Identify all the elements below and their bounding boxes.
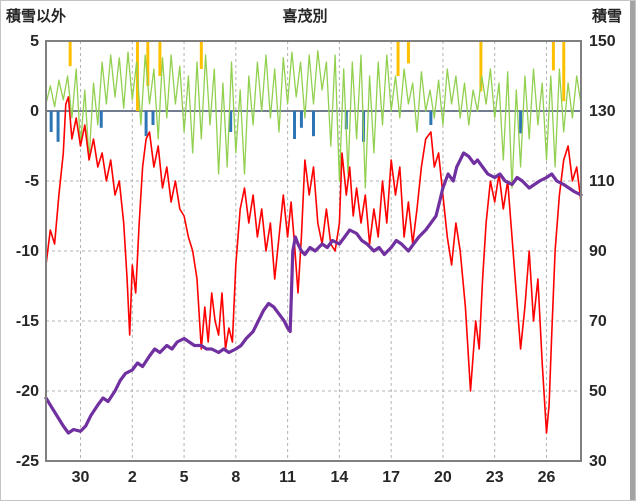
right-tick-label: 110 [589, 173, 615, 190]
green-oscillation-line [45, 50, 582, 189]
purple-snow-depth-line [44, 151, 583, 435]
right-axis-title: 積雪 [591, 8, 622, 25]
right-tick-label: 70 [589, 313, 607, 330]
left-tick-label: 0 [30, 103, 39, 120]
left-axis-title: 積雪以外 [6, 8, 67, 25]
left-tick-label: -15 [16, 313, 39, 330]
right-tick-label: 150 [589, 33, 616, 50]
right-tick-label: 130 [589, 103, 616, 120]
x-tick-label: 2 [128, 469, 137, 486]
x-tick-label: 17 [382, 469, 400, 486]
left-tick-label: -10 [16, 243, 39, 260]
left-tick-label: -25 [16, 453, 39, 470]
left-tick-label: 5 [30, 33, 39, 50]
right-tick-label: 50 [589, 383, 607, 400]
x-tick-label: 11 [279, 469, 296, 486]
chart-title: 喜茂別 [282, 8, 328, 25]
x-tick-label: 23 [486, 469, 504, 486]
x-tick-label: 20 [434, 469, 452, 486]
left-tick-label: -20 [16, 383, 39, 400]
red-temperature-line [45, 96, 582, 434]
x-tick-label: 14 [330, 469, 348, 486]
x-tick-label: 8 [231, 469, 240, 486]
left-tick-label: -5 [25, 173, 39, 190]
x-tick-label: 30 [72, 469, 90, 486]
right-border-strip [630, 1, 635, 500]
x-tick-label: 26 [538, 469, 556, 486]
plot-border [45, 40, 582, 462]
right-tick-label: 30 [589, 453, 607, 470]
right-tick-label: 90 [589, 243, 607, 260]
x-tick-label: 5 [180, 469, 189, 486]
